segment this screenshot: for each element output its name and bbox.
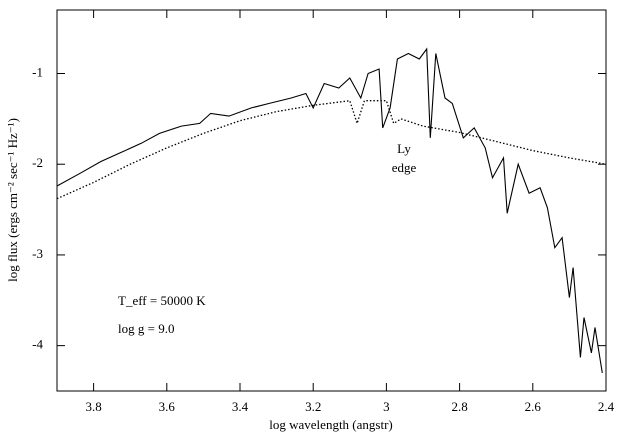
annotation: T_eff = 50000 K — [118, 293, 206, 308]
spectrum-line — [56, 99, 607, 200]
y-tick-label: -4 — [32, 337, 43, 352]
x-tick-label: 3 — [383, 399, 390, 414]
annotation: log g = 9.0 — [118, 321, 174, 336]
x-axis-label: log wavelength (angstr) — [269, 417, 392, 432]
y-axis-label: log flux (ergs cm⁻² sec⁻¹ Hz⁻¹) — [5, 118, 20, 282]
x-tick-label: 2.6 — [525, 399, 542, 414]
annotation: Ly — [397, 141, 411, 156]
x-tick-label: 3.4 — [232, 399, 249, 414]
x-tick-label: 3.6 — [159, 399, 176, 414]
annotation: edge — [392, 160, 417, 175]
spectrum-line — [56, 47, 603, 373]
y-tick-label: -1 — [32, 64, 43, 79]
x-tick-label: 3.8 — [85, 399, 101, 414]
x-tick-label: 2.8 — [451, 399, 467, 414]
x-tick-label: 2.4 — [598, 399, 615, 414]
plot-frame — [56, 9, 607, 392]
y-tick-label: -2 — [32, 155, 43, 170]
y-tick-label: -3 — [32, 246, 43, 261]
x-tick-label: 3.2 — [305, 399, 321, 414]
